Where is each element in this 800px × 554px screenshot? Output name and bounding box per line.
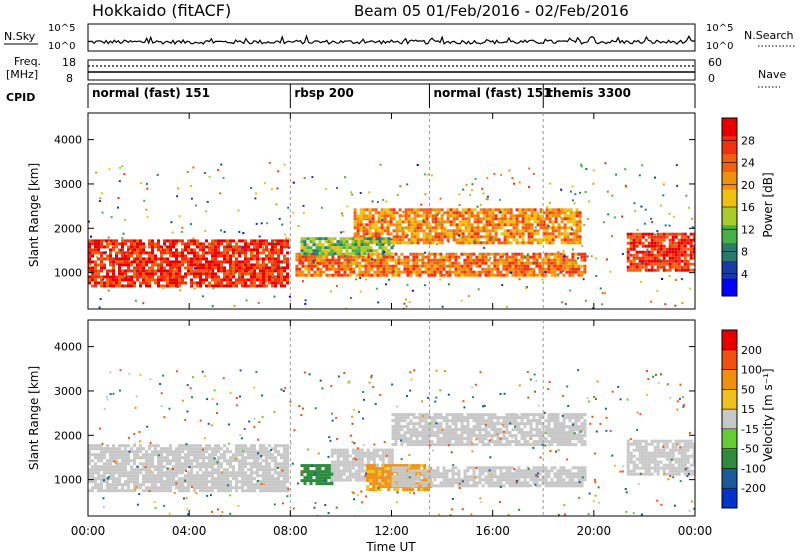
nsearch-tick-top: 10^5	[706, 23, 733, 34]
colorbar-swatch	[722, 409, 737, 430]
velocity-colorbar-label: Velocity [m s⁻¹]	[761, 368, 775, 461]
y-tick-label: 2000	[54, 222, 82, 235]
freq-label-1: Freq.	[14, 55, 41, 68]
freq-tick-bottom: 8	[66, 72, 73, 85]
colorbar-tick-label: 24	[741, 157, 755, 170]
colorbar-frame	[721, 329, 738, 509]
colorbar-tick-label: -50	[741, 443, 759, 456]
colorbar-swatch	[722, 349, 737, 371]
colorbar-tick-label: 15	[741, 403, 755, 416]
nave-label: Nave	[758, 68, 786, 81]
colorbar-swatch	[722, 389, 737, 410]
colorbar-tick-label: 50	[741, 383, 755, 396]
echo-band	[88, 444, 289, 493]
time-axis-label: Time UT	[365, 540, 416, 554]
cpid-segment-label: normal (fast) 151	[92, 86, 210, 100]
y-tick-label: 3000	[54, 178, 82, 191]
y-tick-label: 4000	[54, 134, 82, 147]
y-tick-label: 1000	[54, 474, 82, 487]
colorbar-tick-label: -100	[741, 462, 766, 475]
x-tick-label: 08:00	[273, 524, 308, 538]
echo-band	[626, 439, 695, 476]
echo-band	[295, 252, 587, 277]
x-tick-label: 20:00	[577, 524, 612, 538]
power-ylabel: Slant Range [km]	[27, 163, 41, 267]
colorbar-tick-label: 16	[741, 201, 755, 214]
velocity-ylabel: Slant Range [km]	[27, 366, 41, 470]
colorbar-swatch	[722, 171, 737, 190]
freq-label-2: [MHz]	[6, 68, 38, 81]
colorbar-swatch	[722, 330, 737, 351]
colorbar-swatch	[722, 488, 737, 509]
colorbar-tick-label: -200	[741, 482, 766, 495]
nsky-tick-top: 10^5	[48, 23, 75, 34]
power-panel: 1000 2000 3000 4000 Slant Range [km]	[27, 112, 696, 310]
colorbar-swatch	[722, 224, 737, 244]
colorbar-swatch	[722, 260, 737, 279]
velocity-colorbar: Velocity [m s⁻¹] 200 100 50 15 -15 -50 -100 -20…	[721, 329, 775, 509]
echo-band	[300, 464, 334, 486]
cpid-segment-label: normal (fast) 151	[433, 86, 551, 100]
colorbar-tick-label: 200	[741, 344, 762, 357]
cpid-label: CPID	[6, 91, 35, 104]
x-tick-label: 16:00	[475, 524, 510, 538]
y-tick-label: 2000	[54, 429, 82, 442]
colorbar-tick-label: 20	[741, 179, 755, 192]
colorbar-swatch	[722, 207, 737, 226]
echo-band	[300, 237, 394, 256]
nave-tick-top: 60	[708, 56, 722, 69]
freq-tick-top: 18	[62, 56, 76, 69]
colorbar-swatch	[722, 428, 737, 450]
scatter-echoes	[98, 369, 695, 516]
colorbar-tick-label: 100	[741, 364, 762, 377]
beam-title: Beam 05 01/Feb/2016 - 02/Feb/2016	[354, 2, 629, 20]
cpid-segment-label: themis 3300	[547, 86, 631, 100]
station-title: Hokkaido (fitACF)	[92, 1, 231, 20]
scatter-echoes	[88, 162, 694, 309]
colorbar-tick-label: 12	[741, 223, 755, 236]
freq-panel: Freq. [MHz] 18 8 60 0 Nave	[6, 55, 786, 88]
x-tick-label: 04:00	[172, 524, 207, 538]
colorbar-tick-label: 28	[741, 134, 755, 147]
nsky-panel: N.Sky 10^5 10^0 10^5 10^0 N.Search	[4, 23, 796, 52]
colorbar-tick-label: 4	[741, 268, 748, 281]
power-colorbar-label: Power [dB]	[761, 172, 775, 237]
nsky-label: N.Sky	[4, 30, 36, 43]
nsearch-label: N.Search	[744, 29, 794, 42]
power-colorbar: Power [dB] 4 8 12 16 20 24 28	[721, 117, 775, 297]
colorbar-swatch	[722, 369, 737, 390]
echo-band	[391, 413, 587, 447]
nsky-tick-bottom: 10^0	[48, 41, 75, 52]
time-axis: Time UT 00:00 04:00 08:00 12:00 16:00 20:00 00…	[71, 524, 713, 554]
y-tick-label: 4000	[54, 341, 82, 354]
colorbar-tick-label: 8	[741, 246, 748, 259]
colorbar-swatch	[722, 135, 737, 155]
echo-band	[88, 239, 289, 288]
nsearch-tick-bottom: 10^0	[706, 41, 733, 52]
colorbar-tick-label: -15	[741, 423, 759, 436]
colorbar-swatch	[722, 189, 737, 208]
x-tick-label: 00:00	[678, 524, 713, 538]
colorbar-swatch	[722, 278, 737, 297]
x-tick-label: 00:00	[71, 524, 106, 538]
colorbar-swatch	[722, 448, 737, 469]
colorbar-swatch	[722, 468, 737, 489]
cpid-panel: CPID normal (fast) 151 rbsp 200 normal (fa…	[6, 83, 696, 108]
cpid-segment-label: rbsp 200	[294, 86, 353, 100]
x-tick-label: 12:00	[374, 524, 409, 538]
colorbar-swatch	[722, 118, 737, 137]
y-tick-label: 3000	[54, 385, 82, 398]
velocity-panel: 1000 2000 3000 4000 Slant Range [km]	[27, 319, 696, 517]
echo-band	[626, 232, 695, 272]
echo-band	[330, 448, 394, 482]
nave-tick-bottom: 0	[708, 72, 715, 85]
y-tick-label: 1000	[54, 267, 82, 280]
